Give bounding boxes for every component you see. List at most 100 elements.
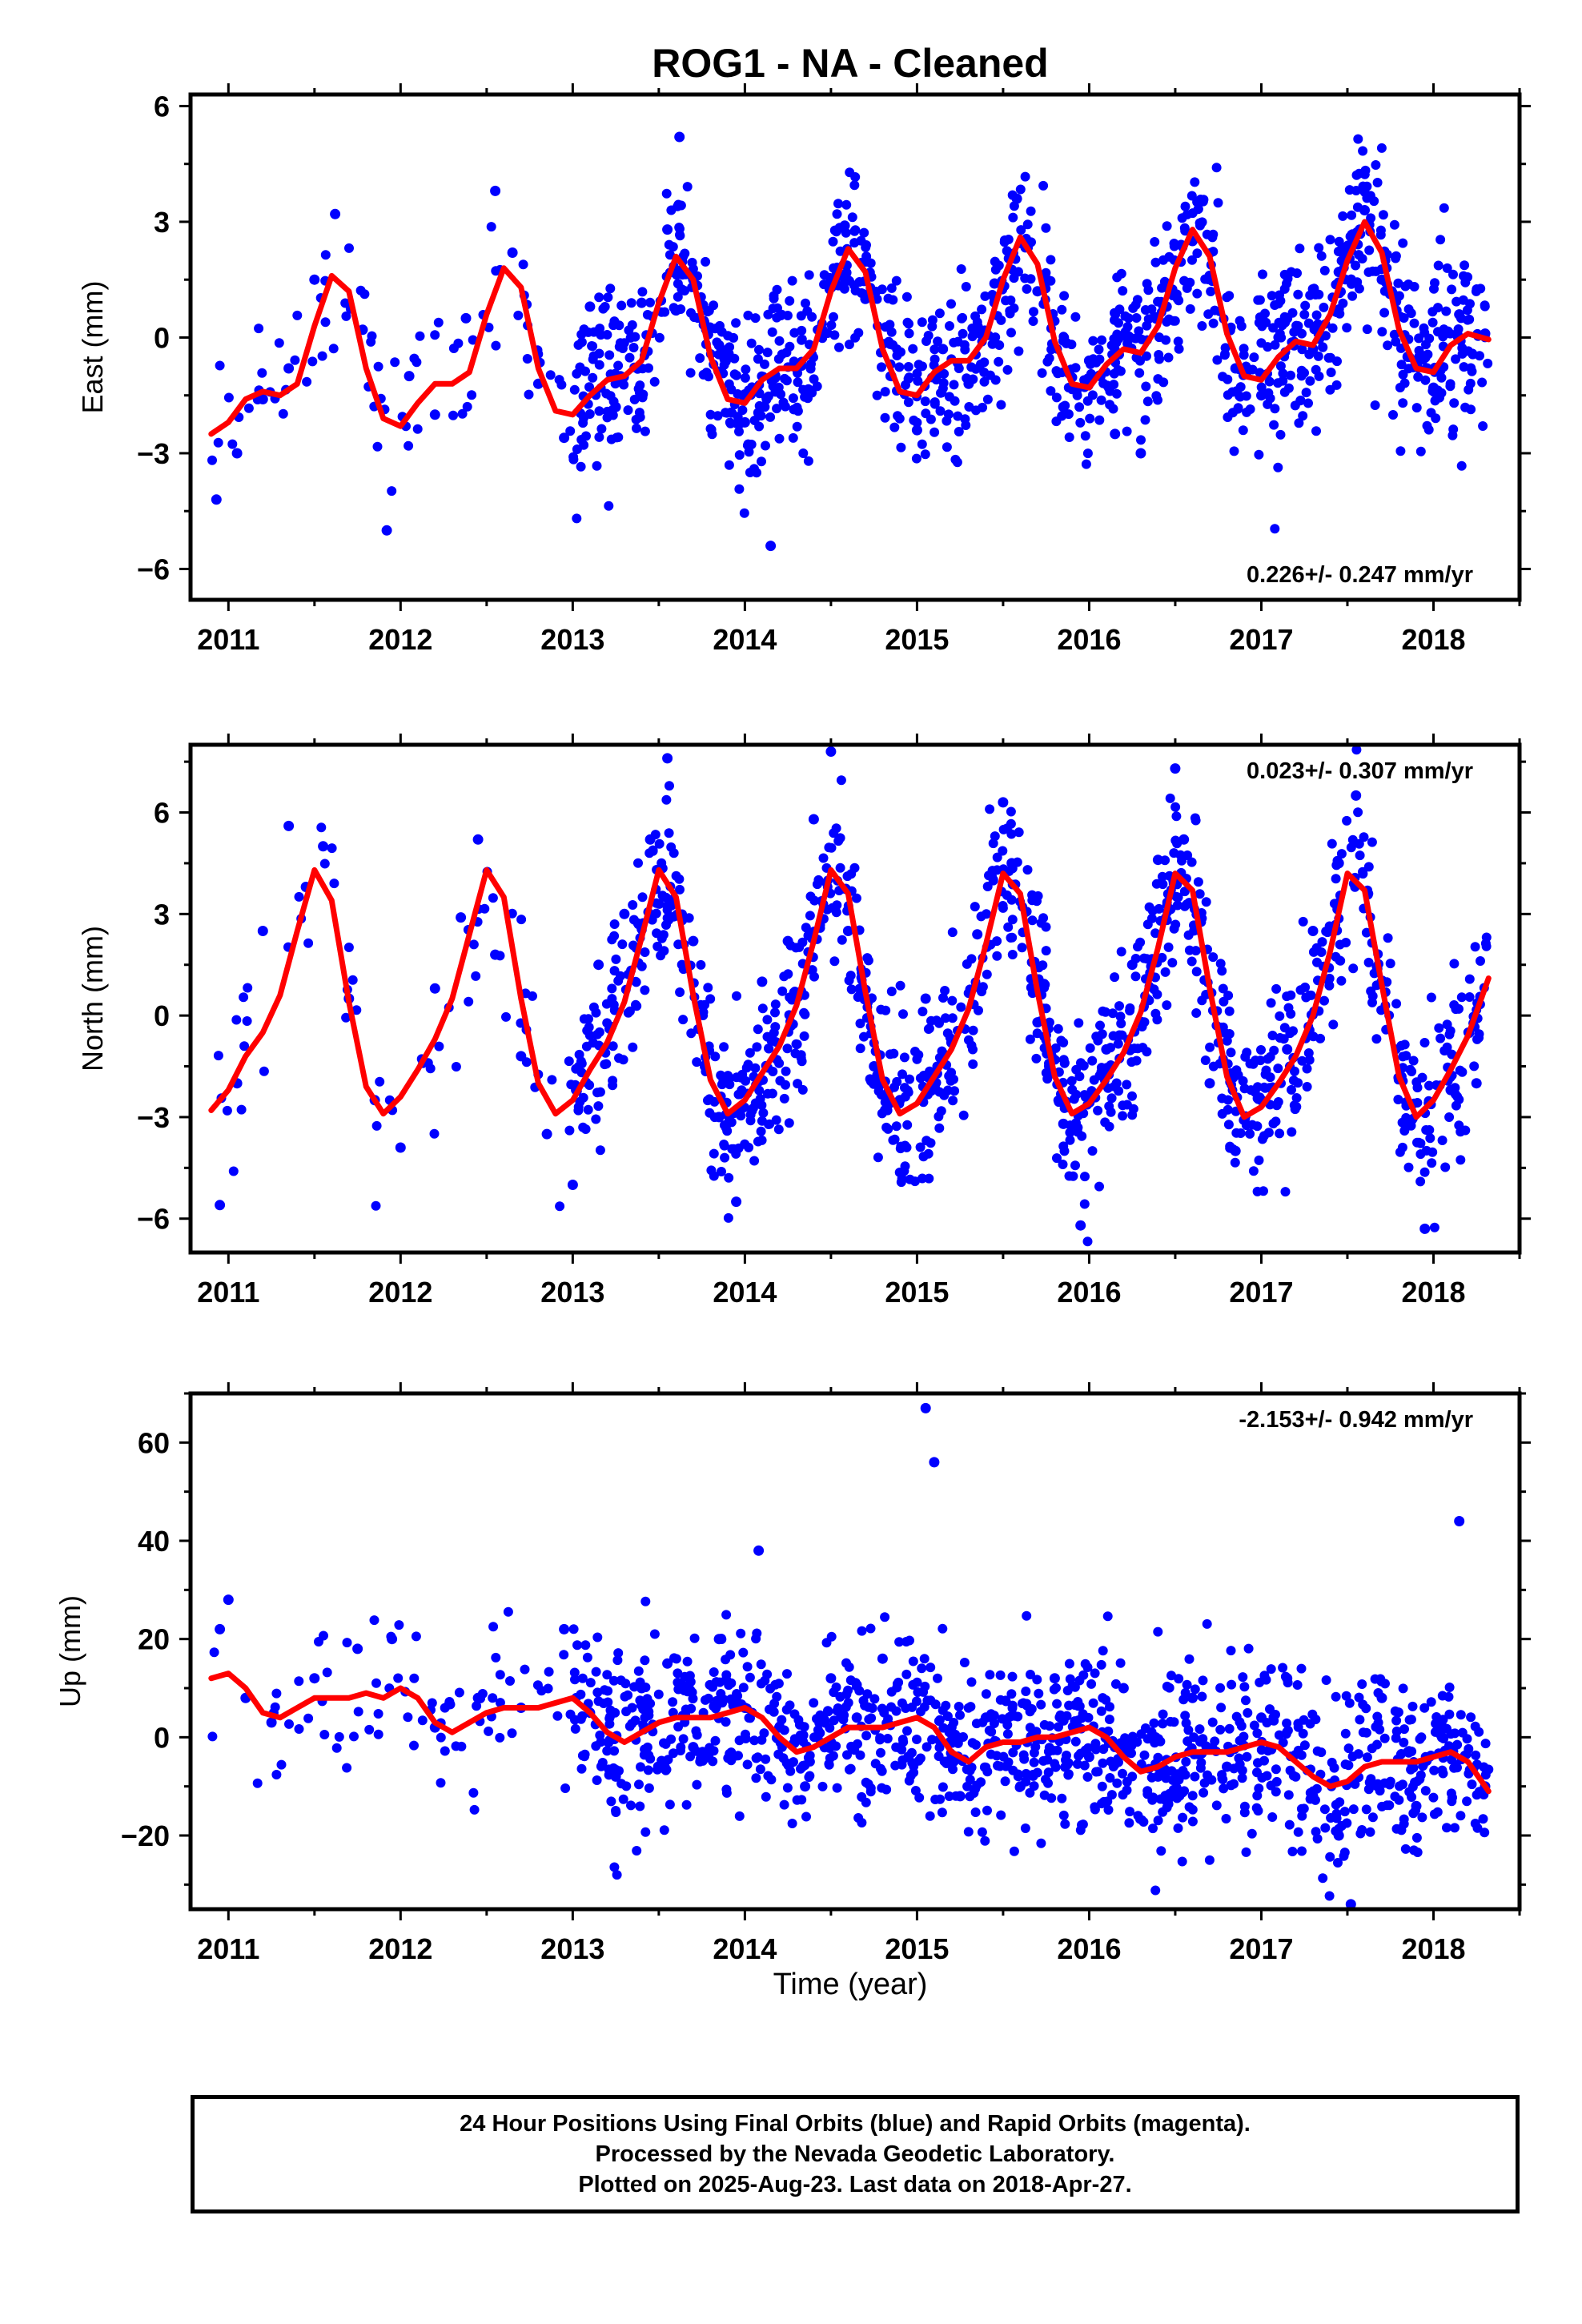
data-point	[460, 312, 472, 324]
data-point	[929, 1457, 940, 1468]
data-point	[1187, 1692, 1198, 1703]
x-tick-label: 2016	[1057, 623, 1121, 656]
x-tick-label: 2017	[1229, 623, 1293, 656]
x-tick-label: 2011	[197, 623, 259, 656]
x-tick-label: 2015	[885, 623, 949, 656]
y-axis-title: North (mm)	[76, 926, 109, 1072]
data-point	[1222, 1761, 1232, 1772]
data-point	[1471, 1078, 1482, 1089]
data-point	[972, 929, 983, 940]
data-point	[1436, 1731, 1447, 1743]
data-point	[1428, 382, 1439, 393]
scatter-cloud	[207, 134, 1493, 534]
x-tick-label: 2015	[885, 1932, 949, 1965]
data-point	[920, 993, 931, 1004]
data-point	[283, 820, 295, 831]
data-point	[713, 1634, 725, 1645]
data-point	[1152, 854, 1163, 866]
data-point	[318, 841, 329, 852]
panel-north: 2011 2012 2013 2014 2015 2016 2017 2018 −6 −3 0 3 6 N…	[76, 734, 1531, 1309]
data-point	[559, 432, 570, 444]
y-tick-label: 40	[138, 1525, 170, 1558]
data-point	[757, 976, 768, 987]
data-point	[309, 274, 320, 285]
data-points-cloud	[207, 134, 1493, 534]
data-point	[1256, 390, 1267, 401]
data-point	[644, 834, 656, 845]
data-point	[688, 935, 699, 947]
y-tick-label: −6	[137, 553, 170, 585]
data-point	[808, 814, 819, 825]
data-point	[954, 1791, 966, 1802]
x-tick-label: 2013	[540, 1932, 604, 1965]
data-point	[584, 301, 596, 312]
data-point	[567, 1180, 578, 1190]
data-point	[429, 409, 440, 420]
data-point	[713, 1112, 725, 1123]
data-point	[266, 1717, 277, 1728]
data-point	[387, 1634, 398, 1645]
data-point	[456, 912, 467, 923]
data-point	[739, 416, 750, 428]
scatter-cloud	[213, 745, 1492, 1247]
data-point	[1333, 1830, 1344, 1841]
fit-line	[208, 219, 1492, 437]
data-point	[559, 1623, 570, 1634]
data-point	[472, 1692, 484, 1703]
x-tick-label: 2016	[1057, 1276, 1121, 1309]
footer-line-3: Plotted on 2025-Aug-23. Last data on 201…	[578, 2172, 1132, 2197]
data-point	[223, 1594, 234, 1606]
x-tick-label: 2015	[885, 1276, 949, 1309]
data-point	[1126, 959, 1138, 971]
data-point	[851, 1712, 862, 1723]
x-tick-label: 2013	[540, 623, 604, 656]
data-point	[619, 908, 630, 919]
data-point	[1032, 1017, 1043, 1028]
data-point	[516, 1051, 527, 1062]
data-point	[330, 208, 341, 219]
data-point	[1419, 1223, 1431, 1234]
data-point	[1075, 1220, 1086, 1231]
data-point	[911, 424, 922, 436]
data-point	[309, 1673, 320, 1684]
y-tick-label: −3	[137, 1101, 170, 1134]
y-tick-label: 0	[154, 1721, 170, 1754]
rate-label: 0.226+/- 0.247 mm/yr	[1247, 562, 1473, 588]
x-tick-label: 2012	[368, 1276, 432, 1309]
panel-up: 2011 2012 2013 2014 2015 2016 2017 2018 −20 0 20 40…	[54, 1382, 1531, 1965]
data-point	[1351, 790, 1362, 801]
data-point	[1411, 1800, 1422, 1811]
data-point	[1282, 1673, 1293, 1684]
data-point	[1445, 1084, 1456, 1096]
data-point	[1058, 401, 1069, 412]
plot-frame	[188, 1391, 1522, 1912]
data-point	[1118, 1683, 1129, 1694]
data-point	[211, 494, 222, 505]
data-point	[1333, 858, 1344, 869]
data-point	[1006, 858, 1018, 869]
rate-label: -2.153+/- 0.942 mm/yr	[1239, 1407, 1473, 1433]
y-axis-title: Up (mm)	[54, 1595, 86, 1707]
data-points-cloud	[207, 1596, 1494, 1901]
x-axis-title: Time (year)	[773, 1968, 928, 2001]
data-point	[1170, 763, 1181, 774]
data-point	[1376, 1692, 1387, 1703]
plot-frame	[188, 92, 1522, 602]
data-point	[713, 340, 725, 351]
data-point	[800, 1781, 811, 1792]
data-point	[1359, 205, 1370, 215]
x-tick-label: 2018	[1401, 623, 1465, 656]
data-point	[825, 1673, 837, 1684]
data-point	[963, 378, 974, 389]
x-tick-label: 2017	[1229, 1932, 1293, 1965]
data-point	[541, 1128, 552, 1140]
data-point	[1345, 1899, 1356, 1910]
data-point	[507, 247, 518, 258]
data-point	[1058, 1118, 1069, 1129]
y-tick-label: −3	[137, 437, 170, 470]
data-point	[636, 297, 647, 308]
y-tick-label: −6	[137, 1203, 170, 1236]
data-point	[1402, 1118, 1413, 1129]
data-point	[782, 935, 793, 947]
data-point	[1230, 1145, 1241, 1156]
